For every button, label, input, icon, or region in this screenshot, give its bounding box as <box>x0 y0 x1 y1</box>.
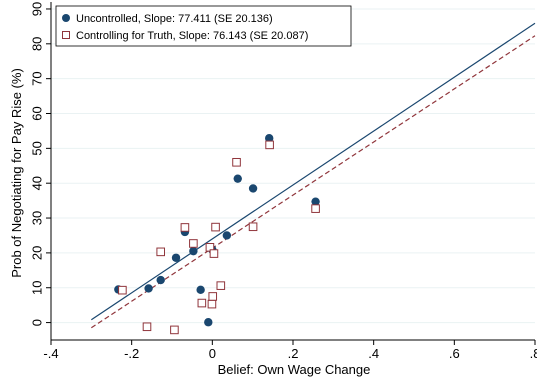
x-tick-label: -.2 <box>124 346 139 361</box>
fit-line <box>90 22 536 321</box>
data-point-square <box>156 247 166 257</box>
data-point-square <box>311 204 320 213</box>
data-point-circle <box>156 275 165 285</box>
data-point-circle <box>171 253 181 262</box>
y-tick-label: 0 <box>29 319 44 326</box>
data-point-square <box>211 222 220 232</box>
data-point-square <box>265 140 274 150</box>
y-tick-label: 20 <box>29 246 44 260</box>
legend-label: Uncontrolled, Slope: 77.411 (SE 20.136) <box>76 13 273 25</box>
data-point-circle <box>233 174 242 183</box>
data-point-circle <box>204 318 213 327</box>
x-tick-label: 0 <box>209 346 216 361</box>
x-tick-label: .6 <box>449 346 460 361</box>
x-axis-title: Belief: Own Wage Change <box>218 362 371 377</box>
x-tick-label: .8 <box>530 346 537 361</box>
data-point-square <box>209 249 219 258</box>
data-point-square <box>197 298 207 308</box>
data-point-circle <box>311 197 320 206</box>
y-tick-label: 80 <box>29 37 44 51</box>
data-point-square <box>232 157 241 167</box>
legend-marker-square <box>62 31 70 39</box>
data-points <box>114 134 320 335</box>
x-tick-label: .4 <box>368 346 379 361</box>
x-tick-label: .2 <box>288 346 299 361</box>
data-point-square <box>170 325 179 335</box>
data-point-circle <box>196 285 205 295</box>
legend-label: Controlling for Truth, Slope: 76.143 (SE… <box>76 30 308 42</box>
data-point-square <box>248 222 258 232</box>
data-point-square <box>207 299 217 309</box>
axes: 0 10 20 30 40 50 60 70 80 90 -.4 -.2 0 .2 .4 .6 .8 <box>29 2 537 361</box>
y-tick-label: 90 <box>29 2 44 16</box>
y-tick-label: 70 <box>29 71 44 85</box>
y-tick-label: 40 <box>29 176 44 190</box>
data-point-square <box>180 223 190 232</box>
data-point-square <box>118 285 127 295</box>
data-point-square <box>189 239 198 248</box>
data-point-square <box>208 292 218 301</box>
data-point-circle <box>248 184 258 193</box>
y-tick-label: 50 <box>29 141 44 155</box>
y-tick-label: 30 <box>29 211 44 225</box>
fit-lines <box>90 22 536 329</box>
data-point-circle <box>144 284 153 293</box>
data-point-circle <box>265 134 274 143</box>
y-axis-title: Prob of Negotiating for Pay Rise (%) <box>9 68 24 278</box>
x-tick-label: -.4 <box>43 346 58 361</box>
data-point-square <box>216 281 226 290</box>
legend-box <box>55 5 352 47</box>
fit-line <box>91 35 536 329</box>
data-point-square <box>142 322 152 332</box>
legend: Uncontrolled, Slope: 77.411 (SE 20.136) C… <box>55 5 352 47</box>
y-tick-label: 10 <box>29 280 44 294</box>
data-point-circle <box>189 246 198 256</box>
data-point-circle <box>222 231 232 240</box>
legend-marker-circle <box>62 14 70 22</box>
grid <box>51 8 535 324</box>
y-tick-label: 60 <box>29 106 44 120</box>
